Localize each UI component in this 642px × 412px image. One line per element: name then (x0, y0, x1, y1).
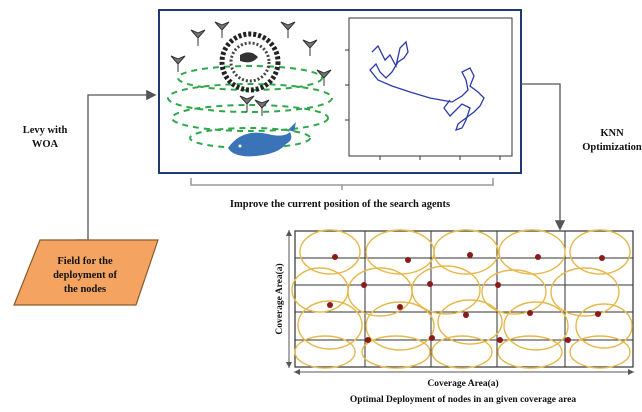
coverage-circle (481, 269, 547, 315)
levy-label-line2: WOA (32, 139, 59, 150)
sensor-node (463, 312, 469, 318)
sensor-node (361, 282, 367, 288)
coverage-circle (550, 267, 620, 317)
sensor-node (467, 252, 473, 258)
coverage-grid (291, 229, 634, 369)
grid-lines (295, 231, 633, 367)
levy-label-line1: Levy with (23, 125, 68, 136)
coverage-circle (437, 299, 503, 345)
coverage-circle (299, 229, 361, 275)
coverage-circle (411, 265, 481, 315)
caption-label: Optimal Deployment of nodes in an given … (350, 395, 576, 405)
coverage-x-label: Coverage Area(a) (427, 378, 498, 389)
coverage-circles (291, 229, 633, 369)
field-label-line2: deployment of (53, 270, 117, 281)
knn-label-line2: Optimization (582, 142, 642, 153)
field-node (13, 239, 159, 306)
field-label-line3: the nodes (64, 284, 106, 295)
sensor-node (397, 304, 403, 310)
sensor-node (495, 282, 501, 288)
sensor-node (535, 254, 541, 260)
coverage-circle (297, 300, 363, 350)
sensor-nodes (327, 252, 605, 343)
coverage-circle (431, 335, 493, 369)
whale-scene (167, 21, 333, 157)
coverage-circle (569, 335, 631, 369)
sensor-node (565, 337, 571, 343)
trajectory-plot (345, 17, 513, 160)
arrow-woa-to-grid (521, 83, 566, 231)
sensor-node (427, 281, 433, 287)
spiral-orbits (167, 65, 333, 149)
sensor-node (429, 335, 435, 341)
plot-ticks (345, 49, 501, 160)
coverage-circle (294, 335, 356, 369)
sensor-node (327, 302, 333, 308)
random-walk-trajectory (369, 40, 485, 132)
field-label-line1: Field for the (57, 256, 113, 267)
sensor-node (595, 311, 601, 317)
knn-label-line1: KNN (600, 128, 624, 139)
sensor-node (599, 255, 605, 261)
plot-area (348, 17, 513, 157)
coverage-circle (433, 229, 499, 275)
arrow-field-to-woa (76, 89, 157, 241)
coverage-circle (575, 303, 633, 349)
improve-brace (190, 178, 494, 190)
improve-label: Improve the current position of the sear… (230, 199, 450, 210)
coverage-circle (365, 301, 435, 351)
sensor-node (332, 254, 338, 260)
coverage-circle (361, 335, 431, 369)
coverage-circle (569, 229, 631, 275)
coverage-y-label: Coverage Area(a) (274, 263, 285, 334)
sensor-node (405, 257, 411, 263)
sensor-node (497, 337, 503, 343)
whale-icon (228, 122, 302, 157)
sensor-node (365, 337, 371, 343)
sensor-node (527, 310, 533, 316)
coverage-circle (503, 301, 569, 351)
flock-icon (219, 31, 281, 93)
bird-icon (170, 21, 332, 116)
coverage-circle (497, 335, 563, 369)
